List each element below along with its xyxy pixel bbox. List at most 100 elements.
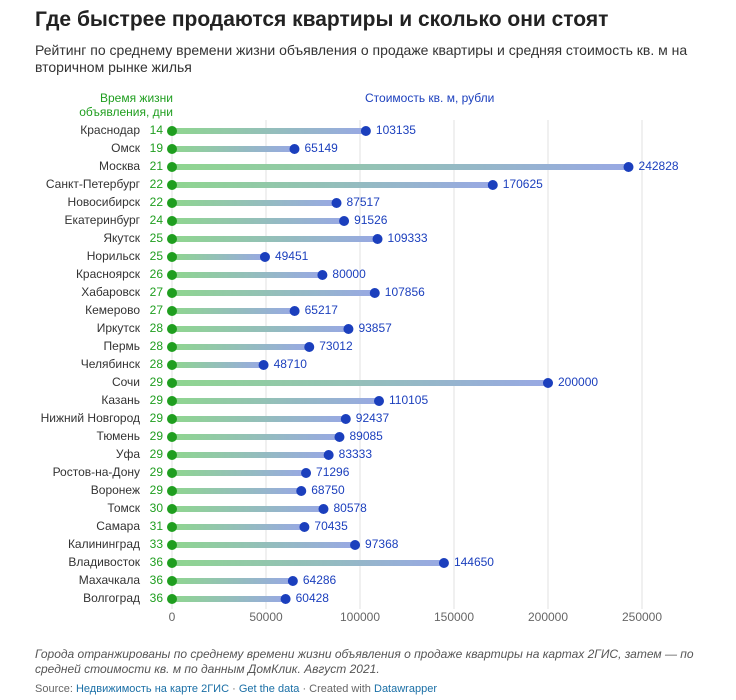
category-label: Ростов-на-Дону	[53, 465, 140, 479]
price-dot	[318, 504, 329, 514]
bar	[172, 344, 310, 350]
days-label: 24	[150, 213, 164, 227]
x-tick-label: 0	[169, 610, 176, 624]
start-dot	[167, 306, 177, 316]
value-label: 70435	[314, 519, 348, 533]
data-link[interactable]: Get the data	[238, 683, 300, 695]
days-label: 29	[150, 447, 164, 461]
value-label: 73012	[319, 339, 353, 353]
category-label: Краснодар	[80, 123, 140, 137]
value-label: 97368	[365, 537, 399, 551]
value-label: 60428	[296, 591, 330, 605]
days-label: 29	[150, 375, 164, 389]
bar	[172, 290, 375, 296]
price-dot	[289, 306, 300, 316]
start-dot	[167, 126, 177, 136]
value-label: 80578	[333, 501, 367, 515]
start-dot	[167, 396, 177, 406]
price-dot	[258, 360, 269, 370]
price-dot	[360, 126, 371, 136]
price-dot	[373, 396, 384, 406]
category-label: Кемерово	[85, 303, 140, 317]
price-dot	[372, 234, 383, 244]
category-label: Иркутск	[97, 321, 141, 335]
bar	[172, 434, 340, 440]
bar	[172, 308, 295, 314]
bar	[172, 254, 265, 260]
days-label: 28	[150, 339, 164, 353]
legend-days: Время жизни объявления, дни	[79, 91, 173, 119]
days-label: 36	[150, 555, 164, 569]
category-label: Пермь	[104, 339, 140, 353]
start-dot	[167, 378, 177, 388]
category-label: Сочи	[112, 375, 140, 389]
price-dot	[543, 378, 553, 388]
start-dot	[167, 432, 177, 442]
start-dot	[167, 414, 177, 424]
value-label: 92437	[356, 411, 390, 425]
value-label: 93857	[358, 321, 392, 335]
start-dot	[167, 324, 177, 334]
days-label: 22	[150, 195, 164, 209]
bar	[172, 506, 324, 512]
footnote: Города отранжированы по среднему времени…	[35, 647, 694, 676]
days-label: 36	[150, 573, 164, 587]
value-label: 68750	[311, 483, 345, 497]
start-dot	[167, 162, 177, 172]
value-label: 91526	[354, 213, 388, 227]
category-label: Москва	[99, 159, 140, 173]
price-dot	[339, 216, 350, 226]
credit-link[interactable]: Datawrapper	[374, 683, 437, 695]
days-label: 14	[150, 123, 164, 137]
bar	[172, 452, 329, 458]
value-label: 242828	[639, 159, 679, 173]
start-dot	[167, 468, 177, 478]
bar	[172, 560, 444, 566]
start-dot	[167, 216, 177, 226]
category-label: Хабаровск	[81, 285, 141, 299]
bar	[172, 218, 345, 224]
start-dot	[167, 288, 177, 298]
source-link[interactable]: Недвижимость на карте 2ГИС	[75, 683, 230, 695]
bar	[172, 398, 379, 404]
days-label: 27	[150, 285, 164, 299]
source-label: Source:	[35, 683, 73, 695]
days-label: 30	[150, 501, 164, 515]
days-label: 25	[150, 249, 164, 263]
price-dot	[343, 324, 354, 334]
bar	[172, 578, 293, 584]
start-dot	[167, 576, 177, 586]
days-label: 31	[150, 519, 164, 533]
category-label: Казань	[101, 393, 140, 407]
price-dot	[438, 558, 449, 568]
start-dot	[167, 144, 177, 154]
price-dot	[323, 450, 334, 460]
x-tick-label: 100000	[340, 610, 380, 624]
price-dot	[487, 180, 498, 190]
value-label: 144650	[454, 555, 494, 569]
bar	[172, 236, 378, 242]
value-label: 48710	[274, 357, 308, 371]
chart-subtitle: Рейтинг по среднему времени жизни объявл…	[35, 42, 688, 75]
start-dot	[167, 342, 177, 352]
days-label: 25	[150, 231, 164, 245]
category-label: Новосибирск	[68, 195, 141, 209]
price-dot	[301, 468, 312, 478]
category-label: Тюмень	[97, 429, 140, 443]
days-label: 28	[150, 321, 164, 335]
bar	[172, 200, 337, 206]
days-label: 29	[150, 393, 164, 407]
source-line: Source: Недвижимость на карте 2ГИС · Get…	[35, 683, 437, 695]
start-dot	[167, 360, 177, 370]
category-label: Томск	[107, 501, 140, 515]
chart-title: Где быстрее продаются квартиры и сколько…	[35, 8, 609, 31]
x-tick-label: 150000	[434, 610, 474, 624]
category-label: Челябинск	[81, 357, 141, 371]
days-label: 19	[150, 141, 164, 155]
days-label: 29	[150, 411, 164, 425]
price-dot	[289, 144, 300, 154]
category-label: Нижний Новгород	[41, 411, 140, 425]
legend-price: Стоимость кв. м, рубли	[365, 91, 495, 105]
